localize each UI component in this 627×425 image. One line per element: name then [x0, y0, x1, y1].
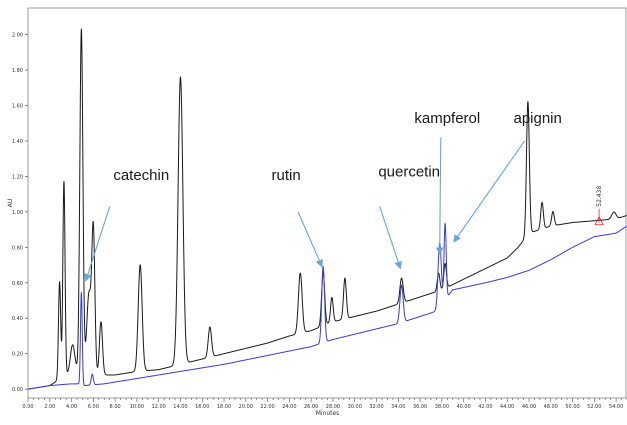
x-tick-label: 44.00: [500, 404, 514, 410]
x-tick-label: 22.00: [260, 404, 274, 410]
x-tick-label: 30.00: [348, 404, 362, 410]
annotation-label: rutin: [272, 167, 301, 184]
x-tick-label: 50.00: [565, 404, 579, 410]
x-tick-label: 36.00: [413, 404, 427, 410]
x-tick-label: 8.00: [110, 404, 121, 410]
y-tick-label: 0.40: [12, 316, 23, 322]
x-tick-label: 20.00: [239, 404, 253, 410]
y-tick-label: 0.60: [12, 281, 23, 287]
annotation-arrow: [379, 206, 402, 270]
y-tick-label: 0.20: [12, 352, 23, 358]
x-tick-label: 16.00: [195, 404, 209, 410]
x-tick-label: 18.00: [217, 404, 231, 410]
y-tick-label: 1.20: [12, 174, 23, 180]
annotation-label: apignin: [513, 110, 561, 127]
x-tick-label: 0.00: [22, 404, 33, 410]
annotation-arrow: [453, 140, 526, 243]
x-tick-label: 10.00: [130, 404, 144, 410]
plot-frame: [27, 7, 627, 399]
y-tick-label: 0.00: [12, 387, 23, 393]
x-tick-label: 2.00: [44, 404, 55, 410]
x-tick-label: 6.00: [88, 404, 99, 410]
x-tick-label: 34.00: [391, 404, 405, 410]
x-tick-label: 46.00: [522, 404, 536, 410]
y-tick-label: 1.00: [12, 210, 23, 216]
x-tick-label: 40.00: [456, 404, 470, 410]
y-axis-title: AU: [7, 199, 14, 208]
x-tick-label: 14.00: [173, 404, 187, 410]
y-tick-label: 2.00: [12, 33, 23, 39]
y-tick-label: 1.80: [12, 68, 23, 74]
y-tick-label: 0.80: [12, 245, 23, 251]
y-tick-label: 1.40: [12, 139, 23, 145]
x-tick-label: 4.00: [66, 404, 77, 410]
x-tick-label: 42.00: [478, 404, 492, 410]
x-axis-title: Minutes: [316, 410, 340, 417]
annotation-arrow: [84, 206, 111, 282]
trace-line-black: [27, 28, 627, 390]
y-tick-label: 1.60: [12, 104, 23, 110]
x-tick-label: 38.00: [435, 404, 449, 410]
trace-line-blue: [27, 222, 627, 390]
annotation-label: kampferol: [414, 110, 480, 127]
x-tick-label: 54.00: [609, 404, 623, 410]
annotation-label: catechin: [113, 167, 169, 184]
annotation-label: quercetin: [378, 163, 440, 180]
marker-label: 52.438: [596, 186, 603, 207]
x-tick-label: 52.00: [587, 404, 601, 410]
x-tick-label: 48.00: [544, 404, 558, 410]
x-tick-label: 26.00: [304, 404, 318, 410]
x-tick-label: 12.00: [152, 404, 166, 410]
x-tick-label: 32.00: [369, 404, 383, 410]
x-tick-label: 24.00: [282, 404, 296, 410]
x-tick-label: 28.00: [326, 404, 340, 410]
marker-triangle-icon: [594, 215, 604, 226]
annotation-arrow: [297, 211, 323, 268]
annotation-arrow: [435, 137, 444, 256]
